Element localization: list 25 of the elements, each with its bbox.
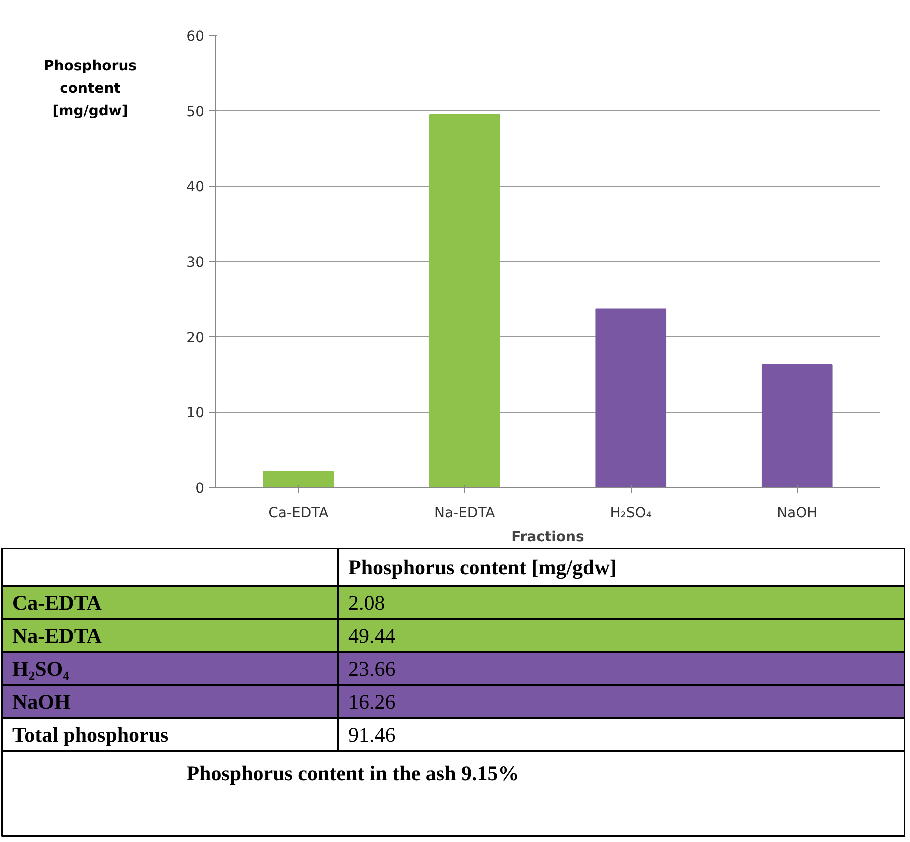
text: Total phosphorus <box>12 723 169 747</box>
category-label: Na-EDTA <box>12 624 102 648</box>
x-tick-label: H₂SO₄ <box>610 506 652 522</box>
x-axis-title: Fractions <box>512 530 584 546</box>
category-label: Ca-EDTA <box>12 591 102 615</box>
y-tick-label: 10 <box>186 406 205 422</box>
text: Phosphorus content [mg/gdw] <box>348 556 617 580</box>
y-tick-label: 0 <box>196 481 205 497</box>
y-tick-label: 40 <box>186 180 205 196</box>
x-tick-label: Na-EDTA <box>434 506 496 522</box>
text: Phosphorus content in the ash 9.15% <box>186 762 520 786</box>
y-axis-title: Phosphorus content [mg/gdw] <box>44 58 138 120</box>
text: 23.66 <box>348 657 396 681</box>
text: 91.46 <box>348 723 396 747</box>
text: 16.26 <box>348 690 396 714</box>
text: 49.44 <box>348 624 396 648</box>
x-tick-label: Ca-EDTA <box>268 506 330 522</box>
y-tick-label: 50 <box>186 104 205 120</box>
y-tick-label: 60 <box>186 29 205 45</box>
y-tick-label: 30 <box>186 255 205 271</box>
text: 2.08 <box>348 591 386 615</box>
y-tick-label: 20 <box>186 330 205 346</box>
x-tick-label: NaOH <box>777 506 818 522</box>
category-label: NaOH <box>12 690 71 714</box>
category-label: H₂SO₄ <box>12 657 70 681</box>
